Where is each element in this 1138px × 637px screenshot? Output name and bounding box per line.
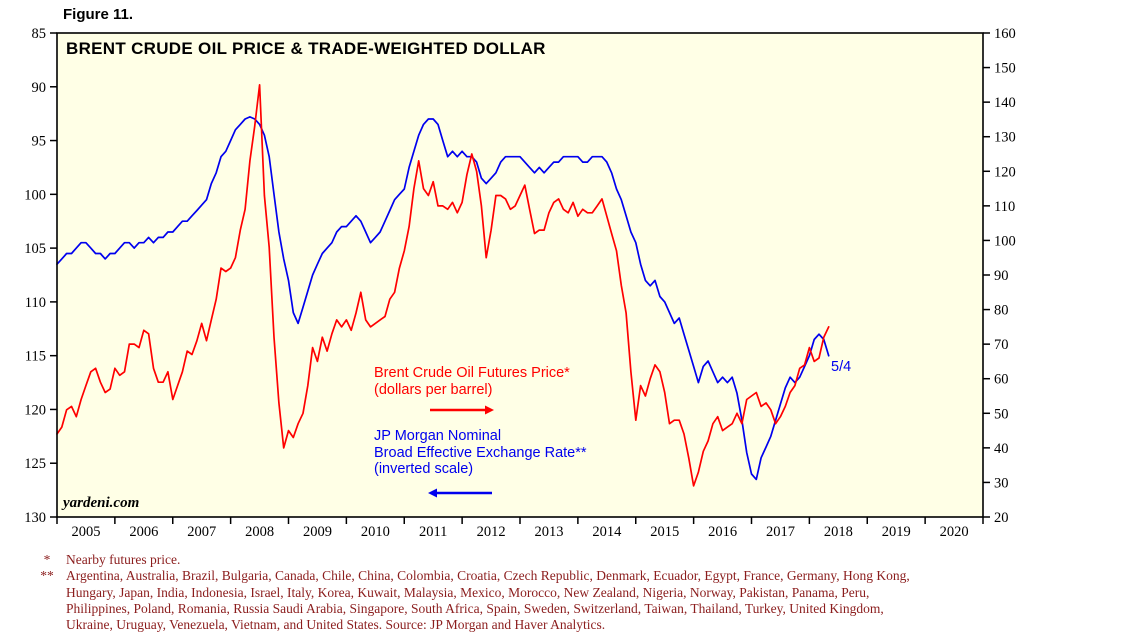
- right-axis-tick-label: 60: [994, 372, 1009, 388]
- right-axis-tick-label: 20: [994, 510, 1009, 526]
- dollar-label-arrow-head: [428, 488, 437, 498]
- right-axis-tick-label: 110: [994, 199, 1015, 215]
- right-axis-tick-label: 40: [994, 441, 1009, 457]
- right-axis-tick-label: 70: [994, 337, 1009, 353]
- x-axis-year-label: 2017: [766, 524, 795, 540]
- right-axis-tick-label: 130: [994, 130, 1016, 146]
- last-date-label: 5/4: [831, 359, 852, 375]
- x-axis-year-label: 2010: [361, 524, 390, 540]
- chart-title: BRENT CRUDE OIL PRICE & TRADE-WEIGHTED D…: [66, 39, 546, 58]
- brent-label-arrow-head: [485, 405, 494, 415]
- dollar-series-annotation: JP Morgan Nominal Broad Effective Exchan…: [374, 428, 587, 477]
- left-axis-tick-label: 115: [25, 349, 46, 365]
- x-axis-year-label: 2005: [71, 524, 100, 540]
- x-axis-year-label: 2007: [187, 524, 216, 540]
- x-axis-year-label: 2014: [592, 524, 622, 540]
- figure-label: Figure 11.: [63, 6, 134, 23]
- left-axis-tick-label: 130: [24, 510, 46, 526]
- x-axis-year-label: 2011: [419, 524, 447, 540]
- plot-frame: [56, 32, 984, 518]
- x-axis-year-label: 2008: [245, 524, 274, 540]
- right-axis-tick-label: 140: [994, 95, 1016, 111]
- footnotes: * Nearby futures price. ** Argentina, Au…: [28, 552, 1028, 633]
- left-axis-tick-label: 95: [32, 134, 47, 150]
- right-axis-tick-label: 100: [994, 233, 1016, 249]
- brent-crude-price-line: [56, 84, 830, 487]
- plot-area: [57, 33, 983, 517]
- left-axis-tick-label: 110: [25, 295, 46, 311]
- footnote-row: ** Argentina, Australia, Brazil, Bulgari…: [28, 568, 1028, 633]
- x-axis-year-label: 2006: [129, 524, 158, 540]
- left-axis-tick-label: 125: [24, 456, 46, 472]
- footnote-text: Nearby futures price.: [66, 552, 181, 567]
- footnote-marker: **: [40, 568, 54, 584]
- chart-canvas: 85 90 95 100 105 110 115 120 125 130 160 150 140 130 1…: [24, 26, 1016, 540]
- footnote-text: Argentina, Australia, Brazil, Bulgaria, …: [66, 568, 910, 633]
- x-axis-year-label: 2019: [882, 524, 911, 540]
- right-axis-tick-label: 120: [994, 164, 1016, 180]
- left-axis-tick-label: 120: [24, 402, 46, 418]
- left-axis-tick-label: 90: [32, 80, 47, 96]
- footnote-row: * Nearby futures price.: [28, 552, 1028, 568]
- right-axis-tick-label: 160: [994, 26, 1016, 42]
- right-axis-tick-label: 50: [994, 406, 1009, 422]
- x-axis-year-label: 2012: [477, 524, 506, 540]
- left-axis-tick-label: 85: [32, 26, 47, 42]
- x-axis-year-label: 2009: [303, 524, 332, 540]
- dollar-index-line: [56, 116, 830, 481]
- x-axis-year-label: 2020: [940, 524, 969, 540]
- right-axis-tick-label: 150: [994, 61, 1016, 77]
- right-axis-tick-label: 30: [994, 475, 1009, 491]
- right-axis-tick-label: 90: [994, 268, 1009, 284]
- right-axis-tick-label: 80: [994, 303, 1009, 319]
- brent-series-annotation: Brent Crude Oil Futures Price* (dollars …: [374, 365, 570, 398]
- left-axis-tick-label: 100: [24, 187, 46, 203]
- x-axis-year-label: 2018: [824, 524, 853, 540]
- x-axis-year-label: 2016: [708, 524, 737, 540]
- left-axis-tick-label: 105: [24, 241, 46, 257]
- x-axis-year-label: 2015: [650, 524, 679, 540]
- watermark-yardeni: yardeni.com: [63, 495, 140, 511]
- x-axis-year-label: 2013: [534, 524, 563, 540]
- footnote-marker: *: [43, 552, 51, 567]
